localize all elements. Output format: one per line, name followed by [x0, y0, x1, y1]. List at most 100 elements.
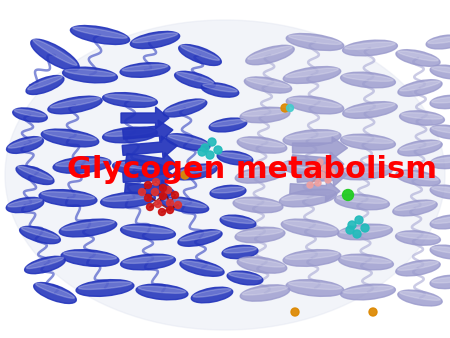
Ellipse shape [41, 129, 99, 147]
Ellipse shape [432, 127, 450, 134]
Ellipse shape [166, 134, 210, 150]
Ellipse shape [355, 216, 363, 224]
Ellipse shape [246, 45, 294, 65]
Ellipse shape [214, 146, 222, 154]
Ellipse shape [8, 138, 42, 148]
Ellipse shape [158, 209, 166, 216]
Ellipse shape [14, 110, 46, 117]
Ellipse shape [136, 284, 188, 300]
Ellipse shape [397, 233, 439, 239]
Ellipse shape [233, 197, 283, 213]
Ellipse shape [237, 257, 287, 273]
Ellipse shape [182, 261, 222, 271]
Ellipse shape [175, 166, 216, 174]
Ellipse shape [123, 256, 173, 263]
Ellipse shape [317, 159, 323, 165]
Ellipse shape [432, 67, 450, 73]
Ellipse shape [21, 227, 58, 239]
Ellipse shape [287, 104, 293, 112]
Ellipse shape [115, 162, 165, 169]
Ellipse shape [227, 271, 263, 285]
Ellipse shape [432, 97, 450, 103]
Ellipse shape [16, 166, 54, 185]
Ellipse shape [70, 26, 130, 44]
Ellipse shape [144, 182, 152, 189]
Ellipse shape [239, 139, 285, 147]
Ellipse shape [132, 33, 178, 43]
Ellipse shape [432, 247, 450, 254]
Ellipse shape [122, 65, 168, 71]
Ellipse shape [36, 283, 75, 298]
Ellipse shape [28, 76, 62, 90]
Ellipse shape [343, 136, 393, 143]
Ellipse shape [27, 257, 63, 268]
Ellipse shape [291, 308, 299, 316]
Ellipse shape [343, 286, 393, 293]
Ellipse shape [65, 69, 115, 76]
Ellipse shape [286, 96, 344, 114]
Ellipse shape [279, 189, 337, 207]
Ellipse shape [315, 180, 321, 186]
Ellipse shape [307, 182, 313, 188]
FancyArrow shape [125, 180, 175, 202]
Ellipse shape [5, 20, 445, 330]
Ellipse shape [144, 194, 152, 201]
Ellipse shape [396, 50, 440, 66]
Ellipse shape [53, 156, 111, 173]
Ellipse shape [338, 254, 393, 270]
Ellipse shape [6, 197, 44, 213]
Ellipse shape [337, 196, 387, 203]
Ellipse shape [341, 134, 396, 150]
Ellipse shape [398, 51, 438, 61]
Ellipse shape [242, 287, 288, 295]
Ellipse shape [221, 217, 254, 223]
Ellipse shape [319, 172, 325, 178]
Ellipse shape [62, 221, 114, 231]
Ellipse shape [342, 190, 354, 200]
Ellipse shape [396, 231, 441, 245]
Text: Glycogen metabolism: Glycogen metabolism [67, 154, 437, 184]
FancyArrow shape [126, 153, 178, 174]
FancyArrow shape [123, 165, 173, 187]
Ellipse shape [345, 42, 395, 49]
Ellipse shape [159, 193, 166, 199]
Ellipse shape [180, 45, 220, 60]
Ellipse shape [237, 229, 283, 236]
Ellipse shape [210, 185, 246, 199]
Ellipse shape [430, 215, 450, 229]
Ellipse shape [281, 104, 289, 112]
Ellipse shape [206, 151, 214, 159]
Ellipse shape [166, 199, 174, 207]
Ellipse shape [201, 144, 209, 152]
Ellipse shape [396, 260, 440, 276]
Ellipse shape [235, 199, 281, 206]
Ellipse shape [180, 260, 224, 276]
FancyArrow shape [297, 165, 347, 187]
Ellipse shape [198, 148, 206, 156]
Ellipse shape [73, 27, 127, 38]
Ellipse shape [176, 72, 214, 83]
Ellipse shape [219, 153, 252, 160]
Ellipse shape [345, 103, 395, 112]
Ellipse shape [166, 207, 174, 214]
Ellipse shape [398, 290, 442, 306]
Ellipse shape [325, 177, 331, 183]
Ellipse shape [237, 137, 287, 153]
Ellipse shape [239, 259, 285, 267]
Ellipse shape [282, 191, 334, 200]
Ellipse shape [50, 98, 100, 108]
Ellipse shape [335, 194, 389, 210]
Ellipse shape [430, 95, 450, 108]
Ellipse shape [432, 217, 450, 223]
Ellipse shape [130, 31, 180, 49]
Ellipse shape [153, 178, 159, 186]
Ellipse shape [105, 129, 155, 136]
Ellipse shape [112, 160, 167, 176]
Ellipse shape [201, 83, 239, 97]
Ellipse shape [179, 45, 221, 66]
Ellipse shape [340, 226, 390, 233]
Ellipse shape [283, 130, 341, 146]
Ellipse shape [430, 125, 450, 139]
Ellipse shape [400, 81, 440, 91]
Ellipse shape [244, 77, 292, 93]
